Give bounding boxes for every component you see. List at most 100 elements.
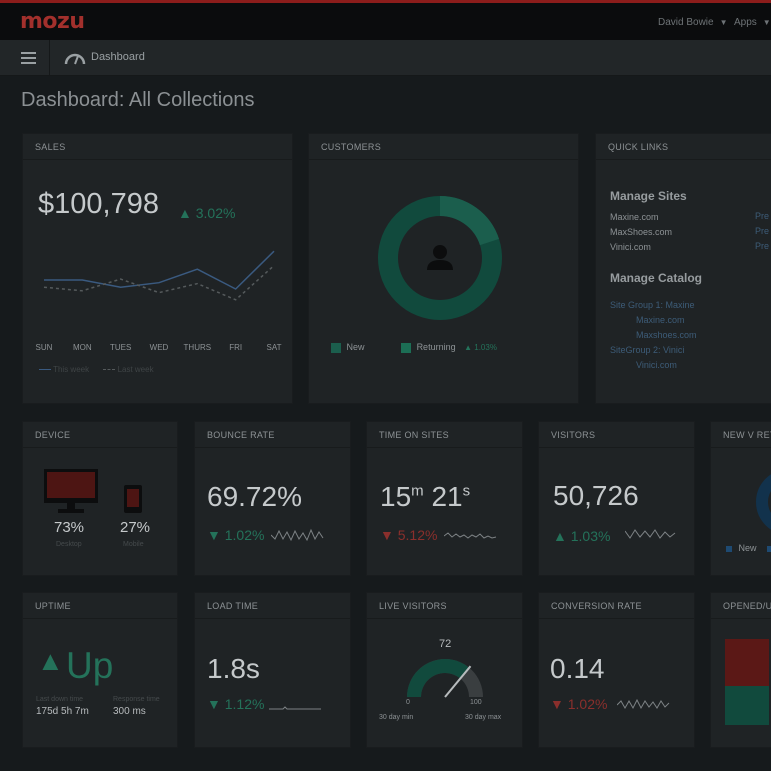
conversion-rate-value: 0.14 <box>550 653 605 684</box>
preview-link[interactable]: Pre <box>755 226 770 236</box>
site-link[interactable]: MaxShoes.com <box>610 227 673 237</box>
quick-links-card: QUICK LINKS Manage Sites Maxine.com MaxS… <box>595 133 771 404</box>
gauge-max: 100 <box>470 699 482 706</box>
x-tick-label: MON <box>72 343 92 352</box>
card-title: CUSTOMERS <box>309 134 578 160</box>
manage-sites-heading: Manage Sites <box>610 189 687 203</box>
last-down-label: Last down time <box>36 696 84 703</box>
preview-link[interactable]: Pre <box>755 241 770 251</box>
load-time-value: 1.8s <box>207 653 260 684</box>
conversion-rate-change: ▼ 1.02% <box>550 696 608 712</box>
last-down-value: 175d 5h 7m <box>36 706 89 717</box>
card-title: UPTIME <box>23 593 177 619</box>
gauge-min-label: 30 day min <box>379 714 414 721</box>
customers-card: CUSTOMERS New Returning ▲ 1.03% <box>308 133 579 404</box>
card-title: SALES <box>23 134 292 160</box>
desktop-monitor-icon <box>44 469 98 513</box>
card-title: OPENED/U <box>711 593 771 619</box>
legend-new: New <box>738 543 757 553</box>
legend-returning: Returning <box>416 342 456 352</box>
legend-new-swatch <box>726 545 732 552</box>
seconds-value: 21 <box>431 481 463 512</box>
legend-new: New <box>346 342 365 352</box>
visitors-sparkline <box>625 529 676 539</box>
donut-returning-segment <box>378 196 502 320</box>
card-title: QUICK LINKS <box>596 134 771 160</box>
legend-new-swatch <box>331 342 341 353</box>
site-link[interactable]: Vinici.com <box>610 242 651 252</box>
card-title: DEVICE <box>23 422 177 448</box>
load-time-card: LOAD TIME 1.8s ▼ 1.12% <box>194 592 351 748</box>
hamburger-icon <box>21 52 36 54</box>
sales-change: ▲ 3.02% <box>178 205 236 221</box>
gauge-min: 0 <box>406 699 410 706</box>
preview-link[interactable]: Pre <box>755 211 770 221</box>
visitors-value: 50,726 <box>553 480 639 511</box>
user-menu[interactable]: David Bowie ▼ <box>658 17 728 28</box>
card-title: NEW V RETU <box>711 422 771 448</box>
apps-menu[interactable]: Apps ▼ <box>734 17 771 28</box>
live-visitors-gauge <box>407 659 483 698</box>
bounce-sparkline <box>271 528 324 542</box>
uptime-status: Up <box>66 645 114 686</box>
legend-last-week: Last week <box>117 365 154 374</box>
uptime-card: UPTIME ▲ Up Last down time 175d 5h 7m Re… <box>22 592 178 748</box>
minutes-unit: m <box>411 482 424 500</box>
catalog-link[interactable]: SiteGroup 2: Vinici <box>610 345 685 355</box>
x-tick-label: SAT <box>266 343 282 352</box>
chevron-down-icon: ▼ <box>719 18 728 27</box>
gauge-fill <box>407 659 470 697</box>
x-tick-label: SUN <box>35 343 53 352</box>
card-title: CONVERSION RATE <box>539 593 694 619</box>
time-on-sites-value: 15m 21s <box>380 481 470 513</box>
mobile-phone-icon <box>124 485 142 513</box>
series-this-week-line <box>44 250 275 290</box>
chevron-down-icon: ▼ <box>762 18 771 27</box>
opened-bar-segment <box>725 639 769 686</box>
legend-this-week: This week <box>53 365 90 374</box>
series-last-week-line <box>43 265 275 301</box>
user-name: David Bowie <box>658 17 714 28</box>
visitors-card: VISITORS 50,726 ▲ 1.03% <box>538 421 695 576</box>
minutes-value: 15 <box>380 481 412 512</box>
user-icon <box>427 245 453 270</box>
new-vs-returning-donut <box>756 474 771 530</box>
time-on-sites-change: ▼ 5.12% <box>380 527 438 543</box>
legend-this-week-swatch <box>39 369 51 371</box>
up-arrow-icon: ▲ <box>37 646 64 676</box>
x-tick-label: FRI <box>229 343 243 352</box>
x-tick-label: WED <box>149 343 169 352</box>
breadcrumb-dashboard[interactable]: Dashboard <box>91 51 145 63</box>
legend-last-week-swatch <box>103 369 116 371</box>
live-visitors-card: LIVE VISITORS 72 0 100 30 day min 30 day… <box>366 592 523 748</box>
bounce-rate-change: ▼ 1.02% <box>207 527 265 543</box>
catalog-link[interactable]: Maxine.com <box>636 315 685 325</box>
bounce-rate-card: BOUNCE RATE 69.72% ▼ 1.02% <box>194 421 351 576</box>
bounce-rate-value: 69.72% <box>207 481 302 512</box>
hamburger-menu-button[interactable] <box>0 40 50 76</box>
desktop-percent: 73% <box>54 519 85 536</box>
card-title: LIVE VISITORS <box>367 593 522 619</box>
unopened-bar-segment <box>725 686 769 725</box>
time-on-sites-card: TIME ON SITES 15m 21s ▼ 5.12% <box>366 421 523 576</box>
conversion-rate-card: CONVERSION RATE 0.14 ▼ 1.02% <box>538 592 695 748</box>
site-link[interactable]: Maxine.com <box>610 212 659 222</box>
catalog-link[interactable]: Maxshoes.com <box>636 330 697 340</box>
x-tick-label: THURS <box>183 343 212 352</box>
card-title: TIME ON SITES <box>367 422 522 448</box>
desktop-label: Desktop <box>56 541 82 548</box>
new-vs-returning-legend: New <box>726 543 771 553</box>
load-time-change: ▼ 1.12% <box>207 696 265 712</box>
page-title: Dashboard: All Collections <box>21 89 255 111</box>
hamburger-icon-bar <box>21 57 36 59</box>
mozu-logo[interactable]: mozu <box>20 9 85 34</box>
gauge-needle <box>444 665 472 698</box>
catalog-link[interactable]: Site Group 1: Maxine <box>610 300 695 310</box>
gauge-max-label: 30 day max <box>465 714 502 721</box>
response-time-value: 300 ms <box>113 706 146 717</box>
visitors-change: ▲ 1.03% <box>553 528 611 544</box>
catalog-link[interactable]: Vinici.com <box>636 360 677 370</box>
customers-donut-chart <box>378 196 502 320</box>
response-time-label: Response time <box>113 696 160 703</box>
manage-catalog-heading: Manage Catalog <box>610 271 703 285</box>
